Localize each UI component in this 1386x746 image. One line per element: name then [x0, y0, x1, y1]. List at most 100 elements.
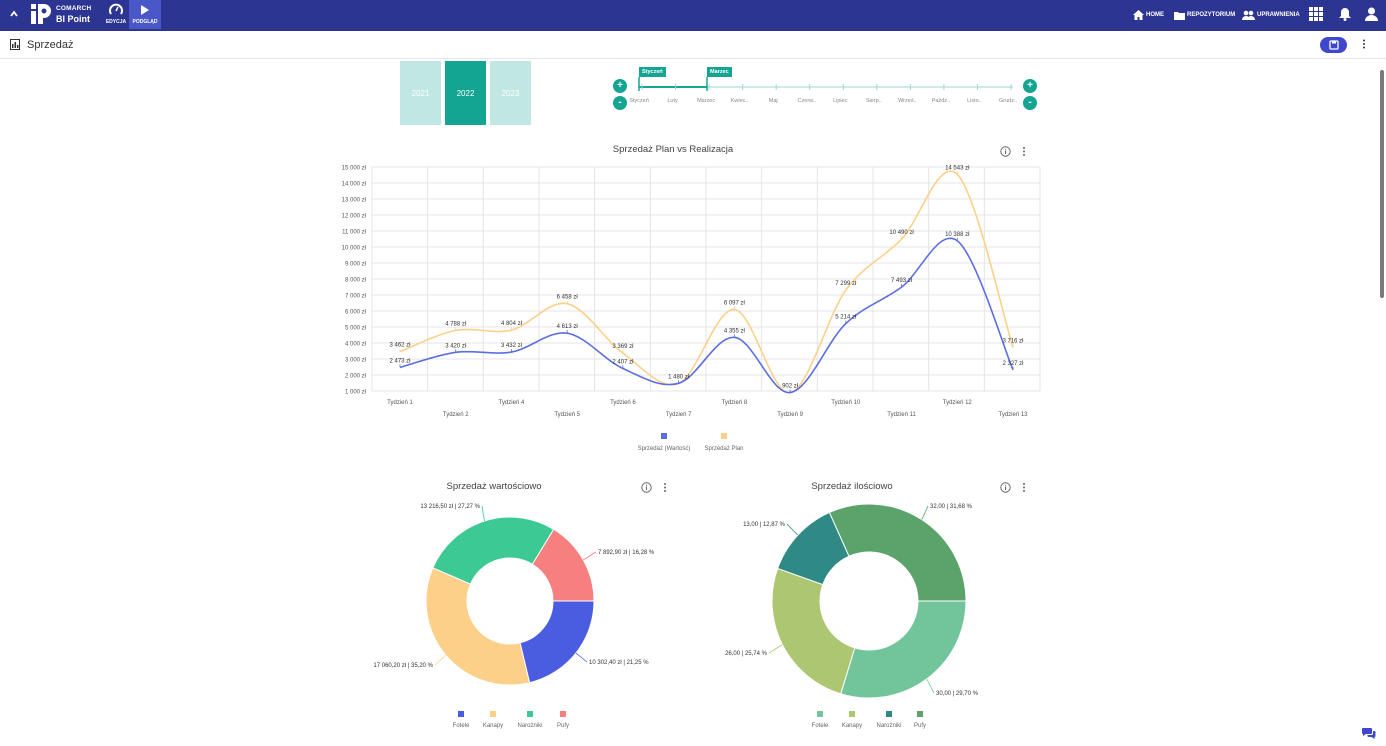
timeline-track[interactable]: [0, 0, 1386, 130]
timeline-month[interactable]: Sierp..: [865, 98, 882, 104]
donut-slice-pufy[interactable]: [531, 528, 595, 602]
legend-swatch[interactable]: [490, 711, 496, 717]
more-vertical-icon[interactable]: [662, 482, 668, 493]
data-label: 2 473 zł: [389, 358, 411, 364]
data-label: 4 788 zł: [445, 321, 467, 327]
donut-slice-narożniki[interactable]: [432, 516, 555, 585]
data-label: 5 214 zł: [835, 315, 857, 321]
users-icon: [1242, 10, 1255, 20]
legend-swatch[interactable]: [721, 433, 727, 439]
donut-charts: 10 302,40 zł | 21,25 % 17 060,20 zł | 35,…: [373, 503, 979, 729]
y-tick-label: 1 000 zł: [345, 390, 367, 396]
legend-swatch[interactable]: [560, 711, 566, 717]
legend-swatch[interactable]: [917, 711, 923, 717]
timeline-month[interactable]: Styczeń: [629, 98, 649, 104]
donut-value-title: Sprzedaż wartościowo: [446, 481, 542, 492]
timeline-month[interactable]: Grudz..: [998, 98, 1018, 104]
timeline-month[interactable]: Luty: [667, 98, 678, 104]
legend-label[interactable]: Sprzedaż Plan: [704, 446, 743, 452]
preview-mode-button[interactable]: PODGLĄD: [129, 0, 161, 29]
x-tick-label: Tydzień 2: [443, 412, 469, 418]
timeline-zoom-in-left[interactable]: +: [613, 79, 627, 93]
y-tick-label: 6 000 zł: [345, 310, 367, 316]
nav-home[interactable]: HOME: [1133, 8, 1164, 22]
legend-label[interactable]: Narożniki: [517, 723, 542, 729]
x-tick-label: Tydzień 6: [610, 400, 636, 406]
y-tick-label: 7 000 zł: [345, 294, 367, 300]
donut-slice-fotele[interactable]: [840, 600, 967, 699]
timeline-zoom-out-right[interactable]: -: [1023, 96, 1037, 110]
timeline-start-flag[interactable]: Styczeń: [639, 67, 666, 77]
more-vertical-icon[interactable]: [1021, 146, 1027, 157]
user-icon[interactable]: [1365, 7, 1381, 23]
timeline-month[interactable]: Maj: [768, 98, 778, 104]
more-vertical-icon[interactable]: [1360, 39, 1368, 52]
chevron-up-icon[interactable]: [6, 7, 22, 23]
leader-line: [921, 505, 929, 520]
edit-mode-button[interactable]: EDYCJA: [102, 0, 130, 29]
timeline-month[interactable]: Lipiec: [833, 98, 848, 104]
info-icon[interactable]: [641, 482, 652, 493]
timeline-month[interactable]: Marzec: [697, 98, 716, 104]
x-tick-label: Tydzień 9: [777, 412, 803, 418]
leader-line: [481, 505, 485, 522]
data-label: 4 804 zł: [501, 321, 523, 327]
page-title: Sprzedaż: [27, 39, 74, 51]
timeline-zoom-out-left[interactable]: -: [613, 96, 627, 110]
year-tile-2022[interactable]: 2022: [445, 61, 486, 125]
timeline-month[interactable]: Listo..: [967, 98, 982, 104]
year-tile-2023[interactable]: 2023: [490, 61, 531, 125]
timeline-end-flag[interactable]: Marzec: [707, 67, 732, 77]
timeline-month[interactable]: Kwiec..: [730, 98, 749, 104]
timeline-zoom-in-right[interactable]: +: [1023, 79, 1037, 93]
donut-slice-fotele[interactable]: [519, 600, 595, 684]
data-label: 6 458 zł: [557, 295, 579, 301]
leader-line: [575, 652, 588, 663]
preview-mode-label: PODGLĄD: [132, 19, 158, 25]
data-label: 6 097 zł: [724, 300, 746, 306]
legend-swatch[interactable]: [527, 711, 533, 717]
legend-label[interactable]: Pufy: [557, 723, 569, 729]
chat-icon[interactable]: [1362, 727, 1376, 739]
grid-icon[interactable]: [1309, 7, 1325, 23]
legend-swatch[interactable]: [458, 711, 464, 717]
brand-line1: COMARCH: [56, 5, 92, 12]
nav-repository[interactable]: REPOZYTORIUM: [1174, 8, 1235, 22]
data-label: 7 299 zł: [835, 281, 857, 287]
leader-line: [926, 678, 935, 694]
legend-label[interactable]: Pufy: [914, 723, 926, 729]
timeline-month[interactable]: Czerw..: [797, 98, 816, 104]
save-button[interactable]: [1320, 37, 1347, 53]
timeline-month[interactable]: Paźdz..: [931, 98, 951, 104]
donut-slice-pufy[interactable]: [828, 503, 967, 602]
info-icon[interactable]: [1000, 482, 1011, 493]
logo-mark-icon: [31, 4, 51, 24]
y-tick-label: 15 000 zł: [342, 166, 367, 172]
donut-slice-kanapy[interactable]: [425, 567, 531, 686]
page-scrollbar[interactable]: [1380, 70, 1384, 298]
nav-permissions[interactable]: UPRAWNIENIA: [1242, 8, 1300, 22]
nav-home-label: HOME: [1146, 12, 1164, 18]
legend-label[interactable]: Fotele: [453, 723, 470, 729]
legend-label[interactable]: Fotele: [812, 723, 829, 729]
info-icon[interactable]: [1000, 146, 1011, 157]
series-line-plan[interactable]: [399, 170, 1014, 394]
data-label: 14 543 zł: [945, 165, 970, 171]
y-tick-label: 9 000 zł: [345, 262, 367, 268]
legend-label[interactable]: Kanapy: [483, 723, 503, 729]
timeline-month[interactable]: Wrześ..: [898, 98, 917, 104]
legend-label[interactable]: Sprzedaż (Wartość): [638, 446, 691, 452]
slice-label: 13,00 | 12,87 %: [743, 522, 786, 528]
bell-icon[interactable]: [1339, 7, 1355, 23]
donut-slice-kanapy[interactable]: [771, 567, 856, 695]
slice-label: 10 302,40 zł | 21,25 %: [589, 660, 649, 666]
year-tile-2021[interactable]: 2021: [400, 61, 441, 125]
legend-swatch[interactable]: [817, 711, 823, 717]
legend-label[interactable]: Narożniki: [876, 723, 901, 729]
data-label: 2 327 zł: [1002, 361, 1024, 367]
legend-swatch[interactable]: [661, 433, 667, 439]
legend-swatch[interactable]: [886, 711, 892, 717]
legend-label[interactable]: Kanapy: [842, 723, 862, 729]
legend-swatch[interactable]: [849, 711, 855, 717]
more-vertical-icon[interactable]: [1021, 482, 1027, 493]
